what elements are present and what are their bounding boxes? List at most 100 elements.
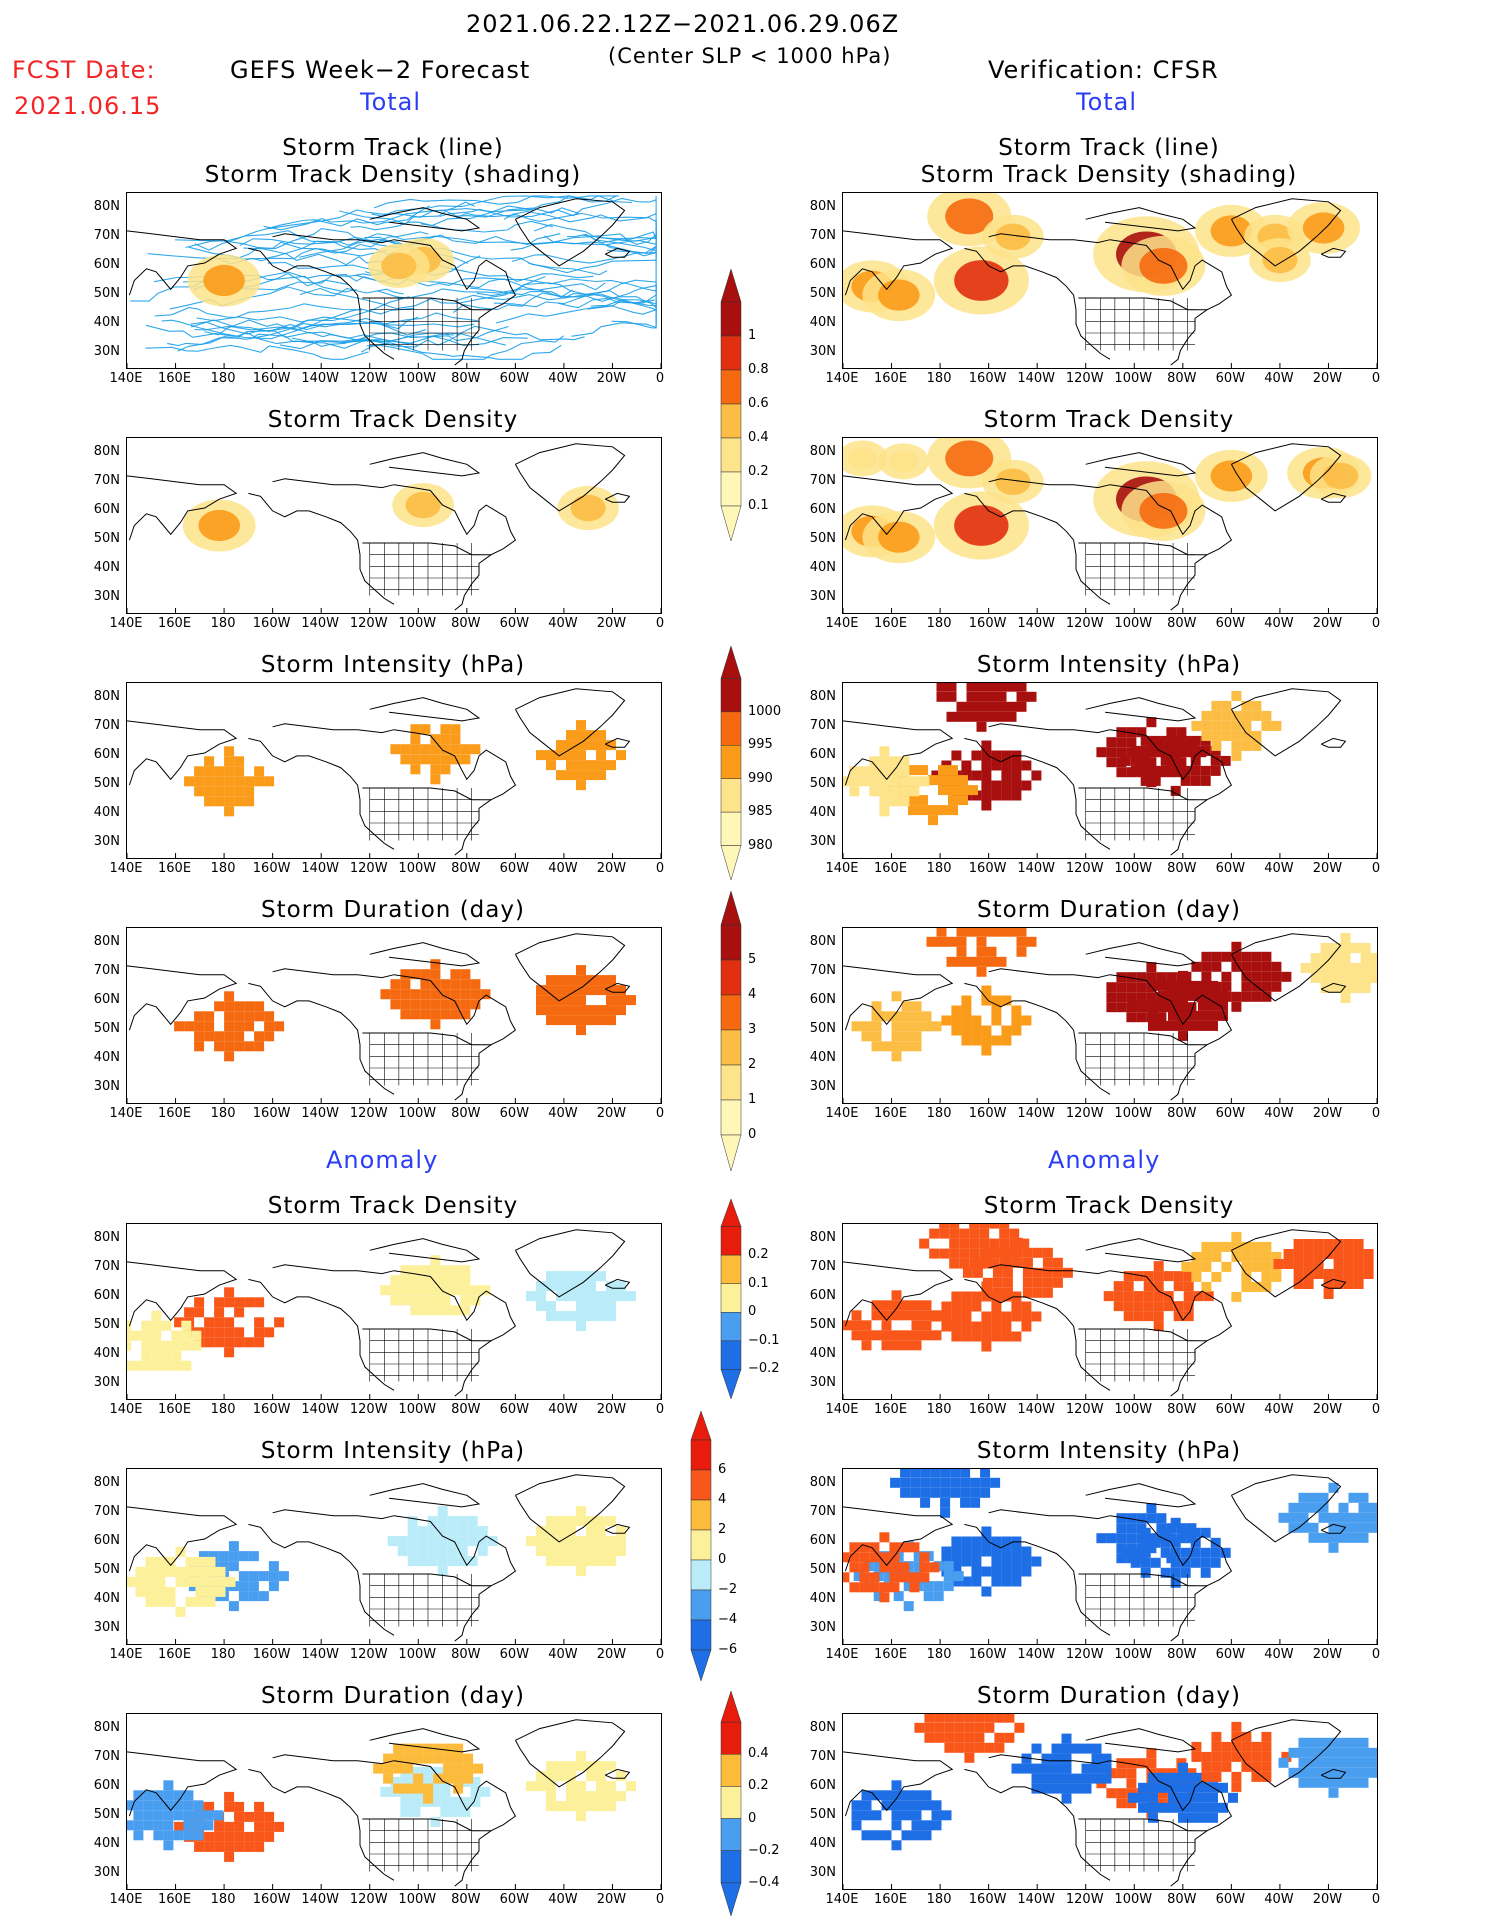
grid-cell bbox=[420, 979, 431, 990]
grid-cell bbox=[556, 975, 566, 986]
grid-cell bbox=[971, 1015, 982, 1026]
grid-cell bbox=[982, 1287, 993, 1298]
grid-cell bbox=[911, 1001, 922, 1012]
grid-cell bbox=[171, 1340, 182, 1351]
grid-cell bbox=[1178, 980, 1188, 991]
grid-cell bbox=[981, 1035, 992, 1046]
grid-cell bbox=[427, 1556, 438, 1567]
grid-cell bbox=[1231, 750, 1242, 761]
grid-cell bbox=[1231, 1741, 1242, 1752]
grid-cell bbox=[546, 1311, 556, 1322]
lon-tick-label: 180 bbox=[926, 1647, 952, 1662]
grid-cell bbox=[861, 1320, 872, 1331]
grid-cell bbox=[966, 701, 977, 712]
grid-cell bbox=[596, 1761, 606, 1772]
grid-cell bbox=[127, 1576, 136, 1587]
coastline bbox=[514, 688, 626, 757]
grid-cell bbox=[981, 1045, 992, 1056]
grid-cell bbox=[940, 1477, 951, 1488]
grid-cell bbox=[1350, 973, 1361, 983]
grid-cell bbox=[1016, 928, 1027, 937]
grid-cell bbox=[991, 995, 1002, 1006]
grid-cell bbox=[1241, 720, 1252, 731]
grid-cell bbox=[1026, 691, 1037, 702]
grid-cell bbox=[248, 1591, 259, 1602]
grid-cell bbox=[1211, 981, 1222, 992]
grid-cell bbox=[961, 1025, 972, 1036]
grid-cell bbox=[393, 1753, 404, 1764]
grid-cell bbox=[899, 786, 910, 797]
grid-cell bbox=[596, 750, 606, 761]
grid-cell bbox=[596, 1771, 606, 1782]
coastline bbox=[604, 247, 631, 258]
grid-cell bbox=[576, 985, 586, 996]
grid-cell bbox=[1148, 1792, 1158, 1803]
grid-cell bbox=[1136, 992, 1147, 1003]
lat-tick-label: 50N bbox=[809, 1317, 836, 1333]
map-panel-gefs-duration bbox=[126, 927, 662, 1104]
grid-cell bbox=[566, 1281, 576, 1292]
grid-cell bbox=[1011, 1556, 1022, 1567]
grid-cell bbox=[596, 1801, 606, 1812]
grid-cell bbox=[1170, 1577, 1181, 1588]
lon-tick-label: 0 bbox=[1371, 1106, 1381, 1121]
grid-cell bbox=[606, 740, 616, 751]
lon-tick-label: 180 bbox=[210, 861, 236, 876]
grid-cell bbox=[1106, 992, 1117, 1003]
grid-cell bbox=[626, 1781, 636, 1792]
lon-tick-label: 160E bbox=[874, 616, 908, 631]
grid-cell bbox=[224, 786, 235, 797]
grid-cell bbox=[430, 1275, 441, 1286]
colorbar-label: 0.1 bbox=[748, 498, 769, 513]
grid-cell bbox=[1241, 1761, 1252, 1772]
grid-cell bbox=[1333, 1259, 1344, 1269]
grid-cell bbox=[205, 1556, 216, 1567]
map-panel-cfsr-duration bbox=[842, 927, 1378, 1104]
grid-cell bbox=[934, 1714, 945, 1723]
grid-cell bbox=[393, 1743, 404, 1754]
grid-cell bbox=[387, 1536, 398, 1547]
grid-cell bbox=[991, 1566, 1002, 1577]
grid-cell bbox=[1298, 1767, 1309, 1778]
grid-cell bbox=[1150, 775, 1161, 786]
colorbar-label: −4 bbox=[718, 1612, 738, 1627]
grid-cell bbox=[556, 1005, 566, 1016]
grid-cell bbox=[1173, 1301, 1184, 1312]
grid-cell bbox=[1168, 1782, 1178, 1793]
grid-cell bbox=[1190, 1527, 1201, 1538]
grid-cell bbox=[596, 1536, 606, 1547]
lon-tick-label: 40W bbox=[548, 616, 578, 631]
coastline bbox=[1230, 1719, 1342, 1788]
grid-cell bbox=[175, 1546, 186, 1557]
grid-cell bbox=[576, 1281, 586, 1292]
grid-cell bbox=[869, 1552, 880, 1563]
grid-cell bbox=[1150, 745, 1161, 756]
grid-cell bbox=[1251, 1741, 1262, 1752]
grid-cell bbox=[921, 1330, 932, 1341]
grid-cell bbox=[958, 795, 968, 806]
grid-cell bbox=[1126, 1012, 1137, 1023]
grid-cell bbox=[1198, 1802, 1208, 1813]
grid-cell bbox=[596, 985, 606, 996]
grid-cell bbox=[596, 1791, 606, 1802]
grid-cell bbox=[881, 1300, 892, 1311]
grid-cell bbox=[254, 1831, 265, 1842]
grid-cell bbox=[1138, 1792, 1148, 1803]
lon-tick-label: 100W bbox=[1114, 1892, 1153, 1907]
coastline bbox=[843, 230, 954, 296]
grid-cell bbox=[910, 1469, 921, 1478]
grid-cell bbox=[941, 1546, 952, 1557]
grid-cell bbox=[224, 1317, 235, 1328]
grid-cell bbox=[1153, 1311, 1164, 1322]
grid-cell bbox=[1221, 1261, 1232, 1272]
grid-cell bbox=[1116, 1768, 1127, 1779]
grid-cell bbox=[869, 1572, 880, 1583]
grid-cell bbox=[135, 1576, 146, 1587]
grid-cell bbox=[1146, 1758, 1157, 1769]
lon-tick-label: 140E bbox=[825, 1647, 859, 1662]
grid-cell bbox=[946, 683, 957, 692]
grid-cell bbox=[951, 1301, 962, 1312]
grid-cell bbox=[956, 928, 967, 937]
grid-cell bbox=[1176, 727, 1187, 738]
lon-tick-label: 140W bbox=[1017, 1647, 1055, 1662]
